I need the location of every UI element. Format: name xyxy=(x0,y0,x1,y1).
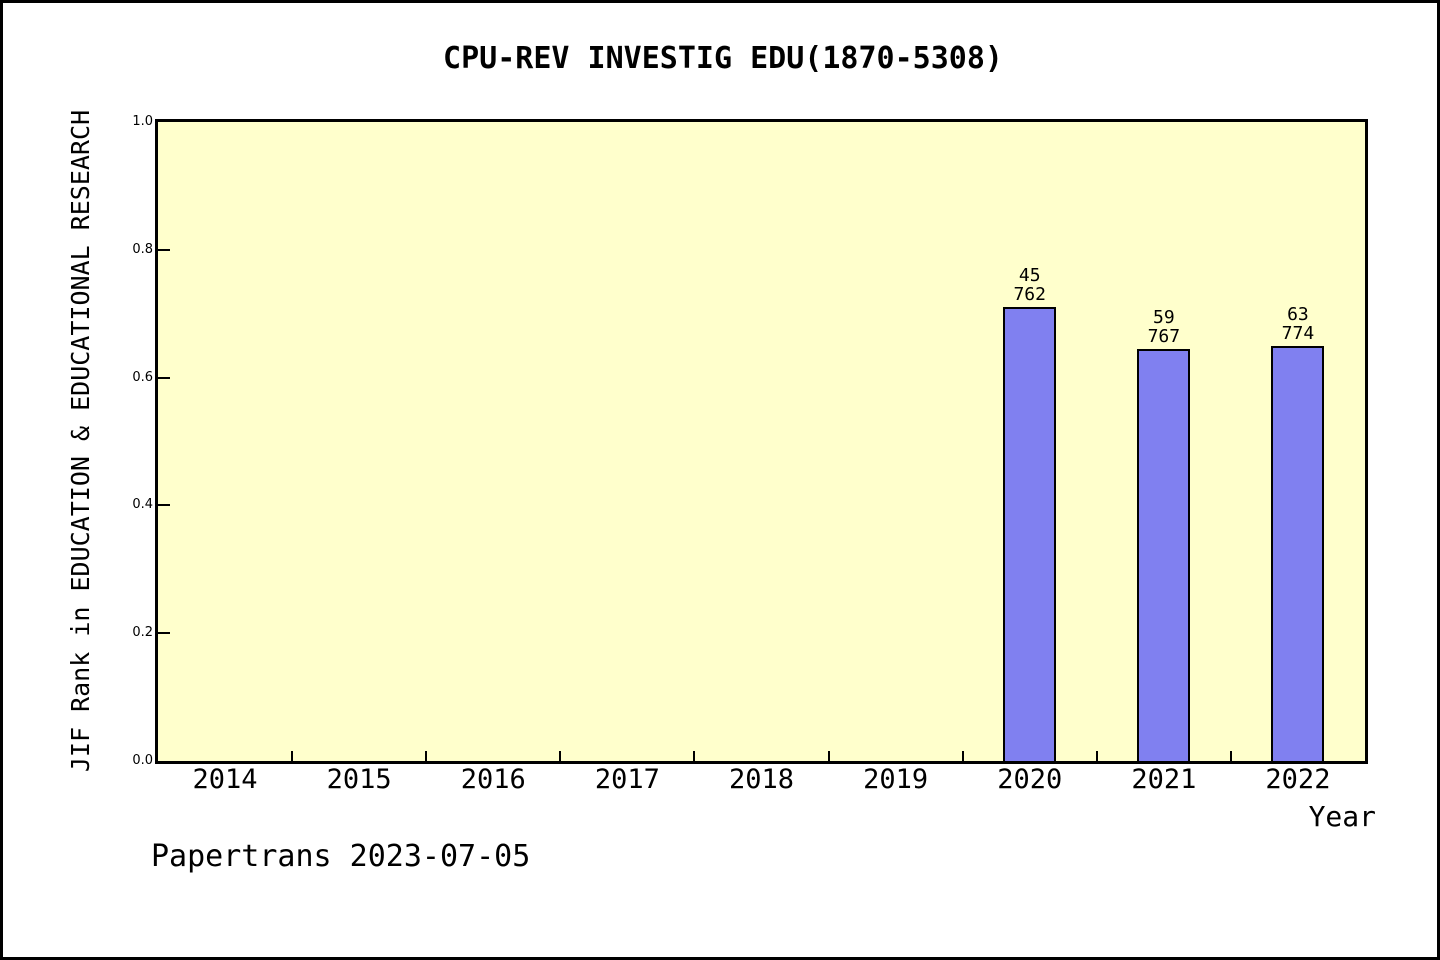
x-tick-label: 2018 xyxy=(728,764,795,795)
bar-2020 xyxy=(1003,307,1057,761)
y-tick-label: 0.8 xyxy=(132,241,153,257)
x-tick-label: 2020 xyxy=(997,764,1063,795)
x-tick-label: 2022 xyxy=(1265,764,1331,795)
x-tick-label: 2017 xyxy=(594,764,660,795)
x-tick-mark xyxy=(559,751,562,761)
x-tick-label: 2015 xyxy=(326,764,392,795)
x-tick-mark xyxy=(693,751,696,761)
x-tick-mark xyxy=(291,751,294,761)
x-tick-mark xyxy=(1095,751,1098,761)
x-tick-label: 2016 xyxy=(460,764,526,795)
x-tick-mark xyxy=(961,751,964,761)
x-tick-label: 2014 xyxy=(192,764,258,795)
y-tick-label: 0.2 xyxy=(132,625,153,641)
plot-area: 45 762 59 767 63 774 xyxy=(155,119,1368,764)
watermark-text: Papertrans 2023-07-05 xyxy=(151,839,531,874)
y-tick-mark xyxy=(158,248,170,251)
x-tick-mark xyxy=(425,751,428,761)
y-tick-mark xyxy=(158,632,170,635)
y-tick-label: 0.0 xyxy=(132,753,153,768)
y-tick-label: 1.0 xyxy=(132,114,153,129)
bar-value-label: 63 774 xyxy=(1281,303,1315,344)
x-tick-mark xyxy=(1229,751,1232,761)
x-tick-mark xyxy=(827,751,830,761)
y-tick-mark xyxy=(158,376,170,379)
y-tick-mark xyxy=(158,504,170,507)
bar-value-label: 45 762 xyxy=(1013,265,1046,306)
bar-2022 xyxy=(1271,345,1325,761)
x-axis-label: Year xyxy=(1308,800,1376,833)
x-tick-label: 2021 xyxy=(1131,764,1197,795)
y-axis-label: JIF Rank in EDUCATION & EDUCATIONAL RESE… xyxy=(66,109,95,773)
chart-title: CPU-REV INVESTIG EDU(1870-5308) xyxy=(443,41,1003,76)
bar-2021 xyxy=(1137,348,1191,761)
x-tick-label: 2019 xyxy=(863,764,929,795)
y-tick-label: 0.4 xyxy=(132,497,153,513)
y-tick-label: 0.6 xyxy=(132,369,153,385)
bar-value-label: 59 767 xyxy=(1147,306,1181,347)
